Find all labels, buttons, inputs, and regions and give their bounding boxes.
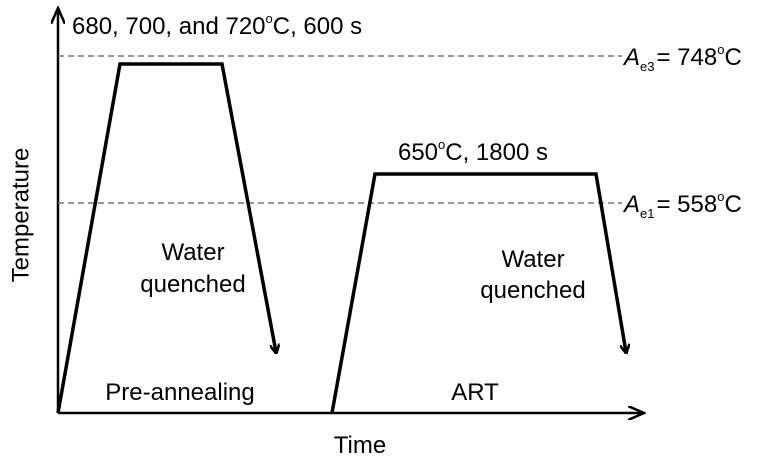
hold-label: 680, 700, and 720oC, 600 s xyxy=(72,11,362,40)
hold-temp: 680, 700, and 720 xyxy=(72,13,266,40)
hold-rest: C, 600 s xyxy=(273,13,362,40)
symbol: A xyxy=(622,191,640,218)
symbol: A xyxy=(622,44,640,71)
y-axis-label: Temperature xyxy=(7,148,34,283)
ref-value: = 558 xyxy=(656,191,717,218)
hold-label: 650oC, 1800 s xyxy=(398,137,548,166)
subscript: e1 xyxy=(640,206,654,221)
hold-rest: C, 1800 s xyxy=(445,139,548,166)
degree: o xyxy=(438,137,445,152)
stage-name: Pre-annealing xyxy=(105,379,254,406)
stage-name: ART xyxy=(451,379,499,406)
degree: o xyxy=(266,11,273,26)
hold-temp: 650 xyxy=(398,139,438,166)
pre-annealing-profile xyxy=(56,62,276,414)
unit: C xyxy=(724,191,741,218)
degree: o xyxy=(717,189,724,204)
art-profile xyxy=(330,172,626,414)
cooling-label: Water xyxy=(501,246,564,273)
ref-value: = 748 xyxy=(656,44,717,71)
cooling-label: quenched xyxy=(480,277,585,304)
x-axis-label: Time xyxy=(334,432,386,459)
ref-label: Ae3= 748oC xyxy=(622,42,742,74)
cooling-label: Water xyxy=(161,239,224,266)
degree: o xyxy=(717,42,724,57)
ref-label: Ae1= 558oC xyxy=(622,189,742,221)
cooling-label: quenched xyxy=(140,271,245,298)
unit: C xyxy=(724,44,741,71)
subscript: e3 xyxy=(640,59,654,74)
